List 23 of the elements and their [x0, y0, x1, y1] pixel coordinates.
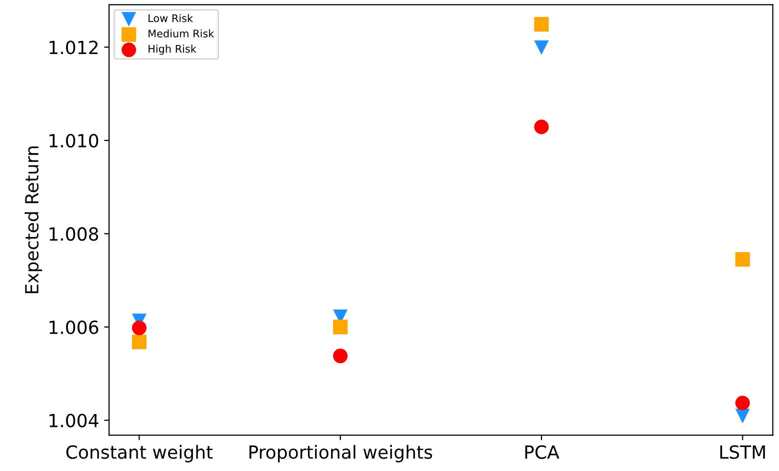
legend-label: Low Risk: [148, 14, 193, 22]
x-tick-label: Proportional weights: [249, 444, 432, 462]
point: [534, 40, 549, 55]
y-tick-label: 1.004: [50, 414, 98, 428]
y-tick-label: 1.012: [50, 40, 98, 54]
x-tick-label: Constant weight: [66, 444, 213, 462]
legend-label: Medium Risk: [148, 29, 214, 38]
x-tick-label: LSTM: [720, 445, 765, 459]
y-axis-title: Expected Return: [24, 146, 42, 294]
point: [534, 17, 549, 32]
point: [132, 320, 147, 336]
point: [735, 396, 750, 410]
point: [132, 334, 147, 350]
y-tick-label: 1.008: [50, 227, 98, 241]
point: [333, 320, 348, 334]
point: [534, 120, 549, 134]
legend-label: High Risk: [148, 44, 196, 55]
point: [735, 408, 750, 424]
point: [735, 252, 750, 267]
x-tick-label: PCA: [525, 445, 560, 459]
y-tick-label: 1.010: [50, 134, 98, 148]
y-tick-label: 1.006: [50, 320, 98, 334]
point: [333, 348, 348, 364]
